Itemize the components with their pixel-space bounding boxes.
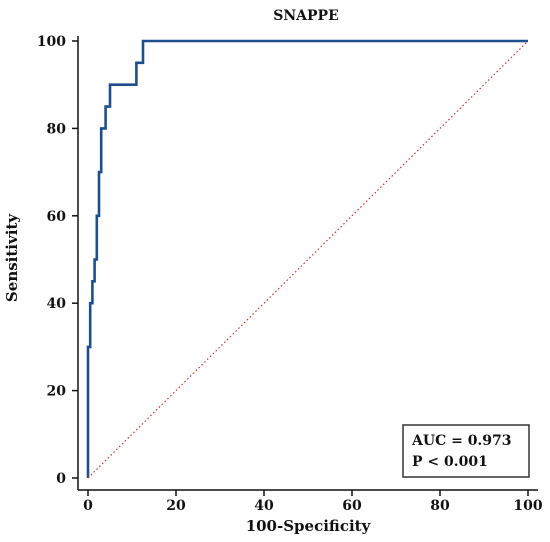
- y-tick-label: 60: [47, 209, 67, 225]
- roc-curve-line: [86, 39, 528, 478]
- annotation-box: [402, 424, 530, 478]
- auc-annotation: AUC = 0.973 P < 0.001: [402, 424, 530, 478]
- y-tick-label: 0: [56, 471, 66, 487]
- axis-ticks: [72, 40, 529, 496]
- y-tick-label: 100: [37, 34, 66, 50]
- y-tick-label: 20: [47, 384, 67, 400]
- plot-frame: [77, 36, 538, 491]
- x-tick-label: 80: [430, 498, 450, 514]
- tick-labels: 0 20 40 60 80 100 0 20 40 60 80 100: [37, 34, 543, 514]
- x-axis-title: 100-Specificity: [246, 517, 372, 535]
- x-tick-label: 0: [83, 498, 93, 514]
- y-axis-title: Sensitivity: [3, 213, 21, 302]
- chart-title: SNAPPE: [273, 8, 339, 24]
- x-tick-label: 40: [254, 498, 274, 514]
- x-tick-label: 60: [342, 498, 362, 514]
- p-value-label: P < 0.001: [412, 454, 488, 470]
- auc-label: AUC = 0.973: [411, 433, 512, 449]
- y-tick-label: 40: [47, 296, 67, 312]
- y-tick-label: 80: [47, 121, 67, 137]
- reference-diagonal-line: [87, 40, 529, 479]
- x-tick-label: 20: [166, 498, 186, 514]
- x-tick-label: 100: [513, 498, 542, 514]
- series-group: [86, 39, 529, 479]
